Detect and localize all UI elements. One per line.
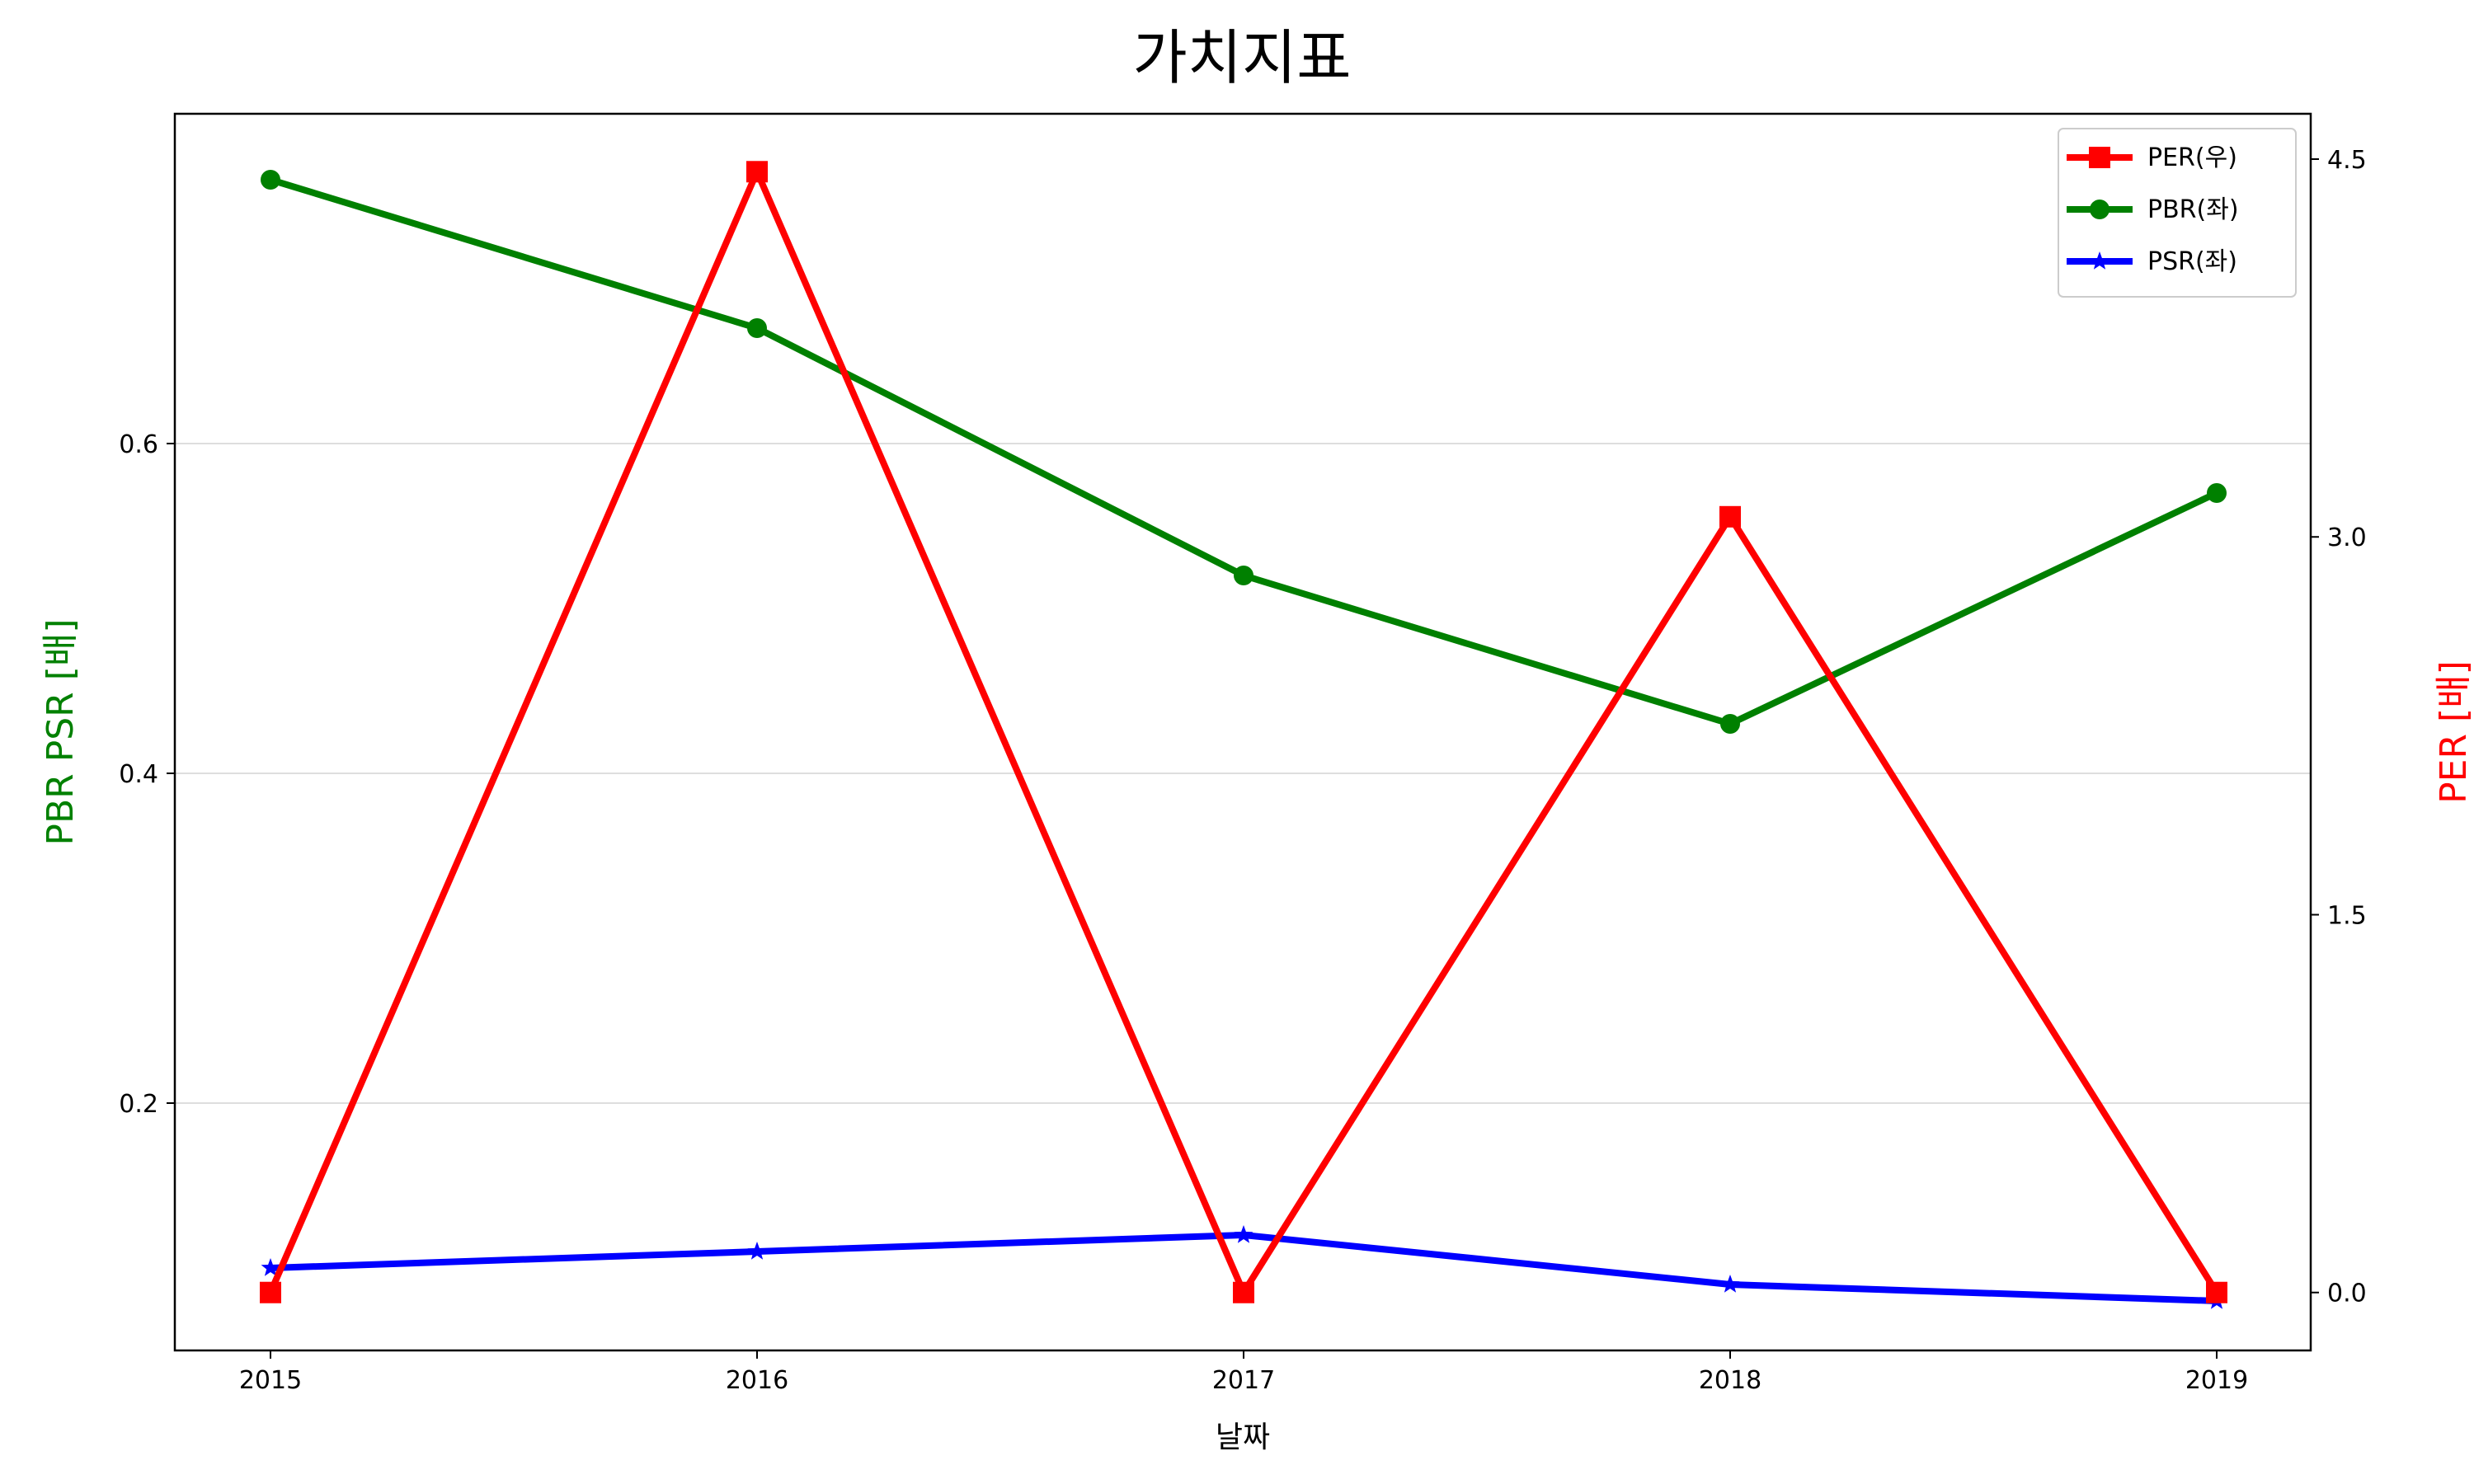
x-axis: 2015 2016 2017 2018 2019 bbox=[239, 1350, 2248, 1395]
x-axis-label: 날짜 bbox=[1216, 1421, 1270, 1454]
y-axis-left-label: PBR PSR [배] bbox=[40, 618, 82, 845]
y-right-tick-label: 4.5 bbox=[2327, 146, 2367, 175]
y-axis-left: 0.2 0.4 0.6 bbox=[119, 430, 175, 1119]
legend-label: PSR(좌) bbox=[2147, 247, 2237, 276]
series-circle bbox=[261, 170, 2227, 734]
series-line bbox=[269, 176, 2218, 728]
chart-title: 가치지표 bbox=[1133, 23, 1352, 92]
data-point bbox=[1719, 505, 1741, 528]
y-right-tick-label: 0.0 bbox=[2327, 1280, 2367, 1308]
data-point bbox=[1234, 566, 1253, 585]
data-point bbox=[2207, 483, 2227, 503]
series-square bbox=[260, 161, 2227, 1303]
y-left-tick-label: 0.6 bbox=[119, 430, 158, 459]
data-point bbox=[261, 170, 280, 190]
data-point bbox=[1233, 1281, 1254, 1303]
data-point bbox=[2206, 1281, 2227, 1303]
legend-item: PSR(좌) bbox=[2067, 247, 2237, 276]
data-point bbox=[747, 318, 767, 338]
y-axis-right: 0.0 1.5 3.0 4.5 bbox=[2311, 146, 2367, 1308]
y-left-tick-label: 0.4 bbox=[119, 760, 158, 789]
legend-label: PBR(좌) bbox=[2147, 195, 2239, 224]
legend-item: PBR(좌) bbox=[2067, 195, 2239, 224]
legend-marker bbox=[2090, 200, 2109, 219]
series-layer bbox=[260, 161, 2227, 1309]
data-point bbox=[1720, 1275, 1740, 1293]
data-point bbox=[260, 1281, 281, 1303]
legend-label: PER(우) bbox=[2147, 143, 2237, 172]
data-point bbox=[1234, 1225, 1253, 1243]
x-tick-label: 2018 bbox=[1699, 1366, 1761, 1395]
legend-box bbox=[2058, 128, 2297, 298]
x-tick-label: 2019 bbox=[2185, 1366, 2248, 1395]
data-point bbox=[1720, 714, 1740, 734]
legend: PER(우) PBR(좌) PSR(좌) bbox=[2058, 128, 2297, 298]
legend-item: PER(우) bbox=[2067, 143, 2237, 172]
x-tick-label: 2015 bbox=[239, 1366, 302, 1395]
x-tick-label: 2016 bbox=[726, 1366, 788, 1395]
plot-frame bbox=[173, 112, 2312, 1352]
data-point bbox=[746, 161, 768, 183]
x-tick-label: 2017 bbox=[1212, 1366, 1275, 1395]
grid-lines bbox=[175, 443, 2311, 1104]
legend-marker bbox=[2090, 251, 2109, 270]
y-axis-right-label: PER [배] bbox=[2433, 660, 2474, 804]
data-point bbox=[747, 1242, 767, 1260]
data-point bbox=[261, 1258, 280, 1276]
series-line bbox=[267, 163, 2220, 1300]
legend-marker bbox=[2089, 147, 2110, 168]
y-left-tick-label: 0.2 bbox=[119, 1090, 158, 1119]
y-right-tick-label: 1.5 bbox=[2327, 901, 2367, 930]
y-right-tick-label: 3.0 bbox=[2327, 524, 2367, 552]
